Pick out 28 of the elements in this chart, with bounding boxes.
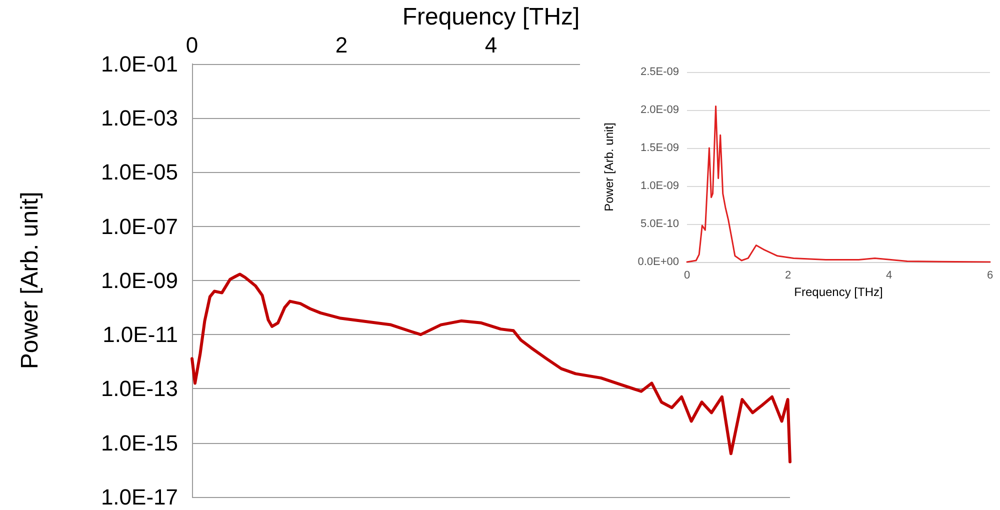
x-axis-title: Frequency [THz] [794, 285, 883, 299]
y-tick-label: 1.0E-05 [100, 160, 178, 185]
y-tick-label: 1.0E-15 [100, 430, 178, 456]
y-tick-label: 1.0E-01 [100, 51, 178, 76]
x-tick-label: 0 [186, 32, 198, 58]
x-tick-label: 2 [335, 32, 348, 58]
y-axis-title: Power [Arb. unit] [602, 122, 616, 212]
y-tick-label: 5.0E-10 [640, 218, 679, 230]
x-tick-label: 4 [886, 270, 892, 282]
x-axis-title: Frequency [THz] [402, 4, 580, 30]
y-axis-title: Power [Arb. unit] [16, 192, 44, 370]
x-tick-label: 4 [484, 32, 498, 58]
y-tick-label: 0.0E+00 [638, 256, 679, 268]
y-tick-label: 1.0E-09 [640, 180, 679, 192]
y-tick-label: 1.0E-03 [100, 106, 178, 131]
x-tick-label: 6 [986, 270, 994, 282]
y-tick-label: 1.0E-11 [102, 322, 178, 348]
x-tick-label: 0 [684, 270, 690, 282]
y-tick-label: 1.0E-07 [100, 214, 178, 239]
line-series [190, 272, 792, 464]
y-tick-label: 1.0E-09 [100, 268, 178, 293]
y-tick-label: 1.0E-13 [100, 376, 178, 402]
y-tick-label: 1.5E-09 [640, 142, 679, 154]
y-tick-label: 2.5E-09 [640, 66, 679, 78]
line-series [686, 105, 991, 263]
x-tick-label: 2 [784, 270, 792, 282]
y-tick-label: 2.0E-09 [640, 104, 679, 116]
y-tick-label: 1.0E-17 [100, 484, 178, 510]
